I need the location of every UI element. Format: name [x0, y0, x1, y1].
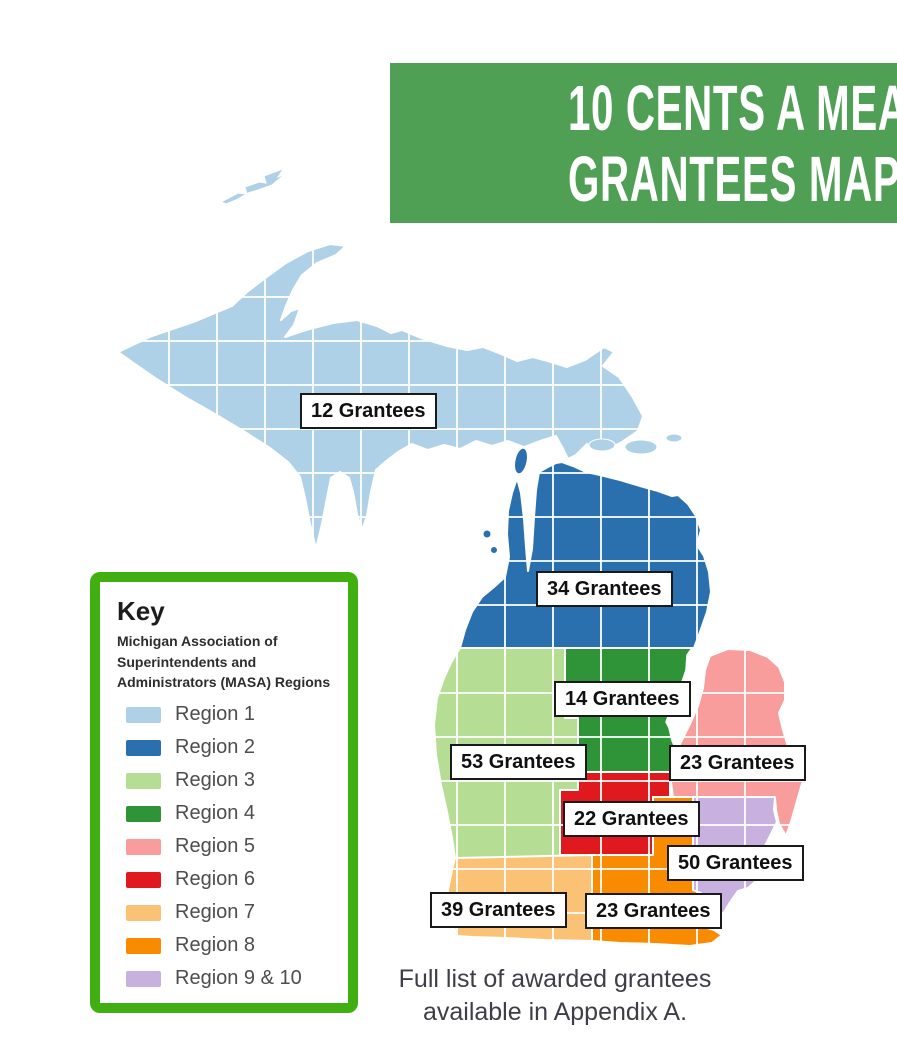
legend-label: Region 1	[175, 703, 256, 725]
region-2-northern-lower	[459, 461, 712, 649]
legend-label: Region 5	[175, 835, 256, 857]
legend-label: Region 4	[175, 802, 256, 824]
legend-label: Region 9 & 10	[175, 967, 302, 989]
manitou-island-north	[482, 529, 492, 539]
legend-label: Region 7	[175, 901, 256, 923]
footer-note: Full list of awarded grantees available …	[310, 963, 800, 1029]
legend-label: Region 3	[175, 769, 256, 791]
legend-item-region-5: Region 5	[126, 835, 334, 858]
title-line-2: GRANTEES MAP	[567, 143, 897, 215]
region-8-swatch	[126, 937, 161, 954]
footer-note-line-1: Full list of awarded grantees	[398, 965, 712, 993]
region-5-swatch	[126, 838, 161, 855]
legend-item-region-7: Region 7	[126, 901, 334, 924]
grantees-label-region-6: 22 Grantees	[563, 801, 700, 837]
grantees-label-region-3: 53 Grantees	[450, 744, 587, 780]
region-9-10-swatch	[126, 970, 161, 987]
key-subtitle: Michigan Association of Superintendents …	[117, 633, 331, 690]
title-line-1: 10 CENTS A MEAL	[567, 72, 897, 144]
grantees-label-region-7: 39 Grantees	[430, 892, 567, 928]
legend-item-region-8: Region 8	[126, 934, 334, 957]
region-5-thumb	[670, 648, 804, 837]
footer-note-line-2: available in Appendix A.	[422, 998, 688, 1026]
grantees-label-region-1: 12 Grantees	[300, 393, 437, 429]
region-6-swatch	[126, 871, 161, 888]
map-key: Key Michigan Association of Superintende…	[90, 572, 358, 1013]
region-3-swatch	[126, 772, 161, 789]
grantees-label-region-2: 34 Grantees	[536, 571, 673, 607]
legend-label: Region 8	[175, 934, 256, 956]
straits-island-bois-blanc	[624, 439, 658, 455]
key-legend-list: Region 1 Region 2 Region 3 Region 4 Regi…	[117, 703, 334, 990]
grantees-label-region-9-10: 50 Grantees	[667, 845, 804, 881]
legend-item-region-3: Region 3	[126, 769, 334, 792]
grantees-label-region-4: 14 Grantees	[554, 681, 691, 717]
legend-item-region-1: Region 1	[126, 703, 334, 726]
straits-island-east	[665, 433, 683, 443]
grantees-label-region-8: 23 Grantees	[585, 893, 722, 929]
manitou-island-south	[490, 546, 498, 554]
region-2-swatch	[126, 739, 161, 756]
isle-royale-island	[219, 166, 286, 205]
straits-island-west	[588, 438, 616, 452]
region-4-swatch	[126, 805, 161, 822]
legend-item-region-4: Region 4	[126, 802, 334, 825]
beaver-island	[514, 447, 528, 475]
legend-label: Region 6	[175, 868, 256, 890]
region-1-swatch	[126, 706, 161, 723]
region-7-swatch	[126, 904, 161, 921]
title-banner: 10 CENTS A MEAL GRANTEES MAP	[390, 63, 897, 223]
grantees-label-region-5: 23 Grantees	[669, 745, 806, 781]
legend-label: Region 2	[175, 736, 256, 758]
key-title: Key	[117, 596, 165, 626]
legend-item-region-9-10: Region 9 & 10	[126, 967, 334, 990]
legend-item-region-6: Region 6	[126, 868, 334, 891]
legend-item-region-2: Region 2	[126, 736, 334, 759]
